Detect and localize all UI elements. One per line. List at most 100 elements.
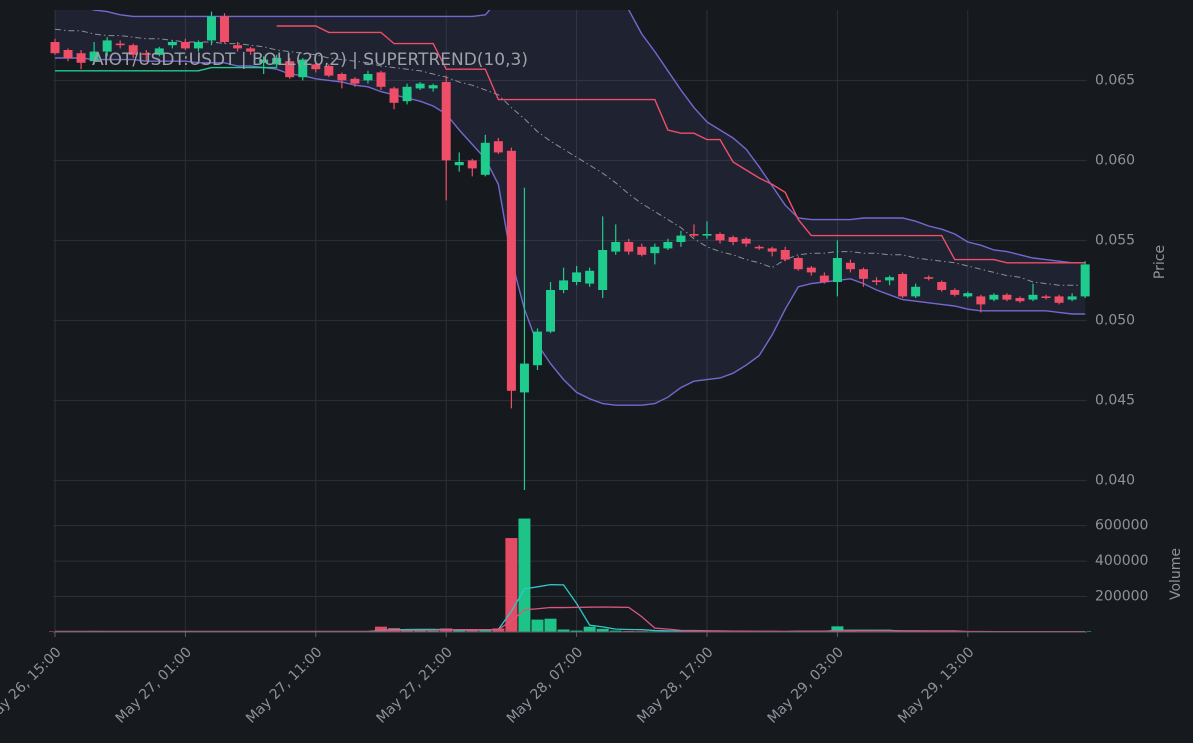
supertrend-line <box>276 25 1086 264</box>
candle-body <box>376 72 386 87</box>
candle-body <box>858 269 868 279</box>
candle-body <box>546 290 556 332</box>
candle-body <box>428 85 438 89</box>
candle-body <box>285 61 295 78</box>
candle-body <box>50 42 60 54</box>
candle-body <box>506 150 516 391</box>
candle-body <box>924 277 934 279</box>
volume-bar <box>479 629 492 632</box>
volume-bar <box>401 630 414 632</box>
candle-body <box>167 42 177 46</box>
candle-body <box>415 83 425 89</box>
volume-bar <box>531 619 544 632</box>
candle-body <box>1041 296 1051 298</box>
candle-body <box>246 48 256 52</box>
candle-body <box>311 64 321 70</box>
candle-body <box>102 40 112 52</box>
candle-body <box>206 16 216 41</box>
candle-body <box>337 74 347 81</box>
volume-bar <box>505 538 518 632</box>
candle-body <box>1015 298 1025 302</box>
candle-body <box>441 82 451 161</box>
volume-bar <box>583 626 596 632</box>
candle-body <box>806 267 816 273</box>
candle-body <box>389 88 399 103</box>
candle-body <box>454 162 464 166</box>
candle-body <box>624 242 634 252</box>
candle-body <box>402 86 412 102</box>
candle-body <box>728 237 738 242</box>
candle-body <box>559 280 569 290</box>
candle-body <box>611 242 621 252</box>
y-tick-label: 0.060 <box>1095 152 1135 168</box>
candle-body <box>637 246 647 255</box>
candle-body <box>259 59 269 63</box>
volume-bar <box>427 630 440 632</box>
candle-body <box>1002 294 1012 300</box>
band-line <box>55 57 1086 406</box>
candle-body <box>676 235 686 242</box>
candle-body <box>128 45 138 55</box>
candle-body <box>937 282 947 290</box>
y-axis-label: Price <box>1152 245 1168 279</box>
candle-body <box>989 294 999 300</box>
candle-body <box>650 246 660 254</box>
candle-body <box>154 48 164 55</box>
candle-body <box>350 78 360 84</box>
candle-body <box>1067 296 1077 300</box>
candle-body <box>141 53 151 55</box>
volume-bar <box>414 630 427 632</box>
candle-body <box>845 262 855 270</box>
candle-body <box>493 141 503 153</box>
y-tick-label: 400000 <box>1095 553 1148 569</box>
volume-ma-line <box>55 606 1086 633</box>
candle-body <box>467 160 477 169</box>
candle-body <box>220 16 230 42</box>
candle-body <box>233 45 243 49</box>
candle-body <box>480 142 490 175</box>
candle-body <box>180 42 190 49</box>
candle-body <box>663 242 673 249</box>
candle-body <box>767 248 777 252</box>
candle-body <box>898 274 908 297</box>
y-tick-label: 0.065 <box>1095 72 1135 88</box>
candle-body <box>950 290 960 295</box>
chart-title: AIOT/USDT:USDT | BOLL(20,2) | SUPERTREND… <box>92 50 528 70</box>
y-tick-label: 0.045 <box>1095 392 1135 408</box>
supertrend-line <box>55 66 277 72</box>
candle-body <box>911 286 921 297</box>
volume-bar <box>557 629 570 632</box>
candle-body <box>63 50 73 58</box>
candle-body <box>193 42 203 49</box>
candle-body <box>89 51 99 62</box>
candle-body <box>298 59 308 78</box>
y-tick-label: 200000 <box>1095 589 1148 605</box>
candle-body <box>976 296 986 305</box>
candle-body <box>754 246 764 249</box>
candle-body <box>793 258 803 270</box>
volume-bar <box>492 628 505 632</box>
candle-body <box>363 74 373 81</box>
candle-body <box>585 270 595 284</box>
y-tick-label: 0.055 <box>1095 232 1135 248</box>
volume-bar <box>570 630 583 632</box>
candle-body <box>272 58 282 65</box>
candle-body <box>598 250 608 290</box>
volume-bar <box>596 628 609 632</box>
y2-axis-label: Volume <box>1168 548 1184 600</box>
candle-body <box>702 234 712 236</box>
volume-bar <box>453 629 466 632</box>
band-mid <box>54 28 1086 286</box>
candle-body <box>780 250 790 260</box>
candle-body <box>963 293 973 297</box>
candle-body <box>832 258 842 282</box>
candle-body <box>519 363 529 393</box>
volume-bar <box>831 626 844 632</box>
candle-body <box>76 53 86 63</box>
candle-body <box>741 238 751 244</box>
candle-body <box>819 275 829 282</box>
candle-body <box>872 280 882 282</box>
candle-body <box>715 234 725 241</box>
